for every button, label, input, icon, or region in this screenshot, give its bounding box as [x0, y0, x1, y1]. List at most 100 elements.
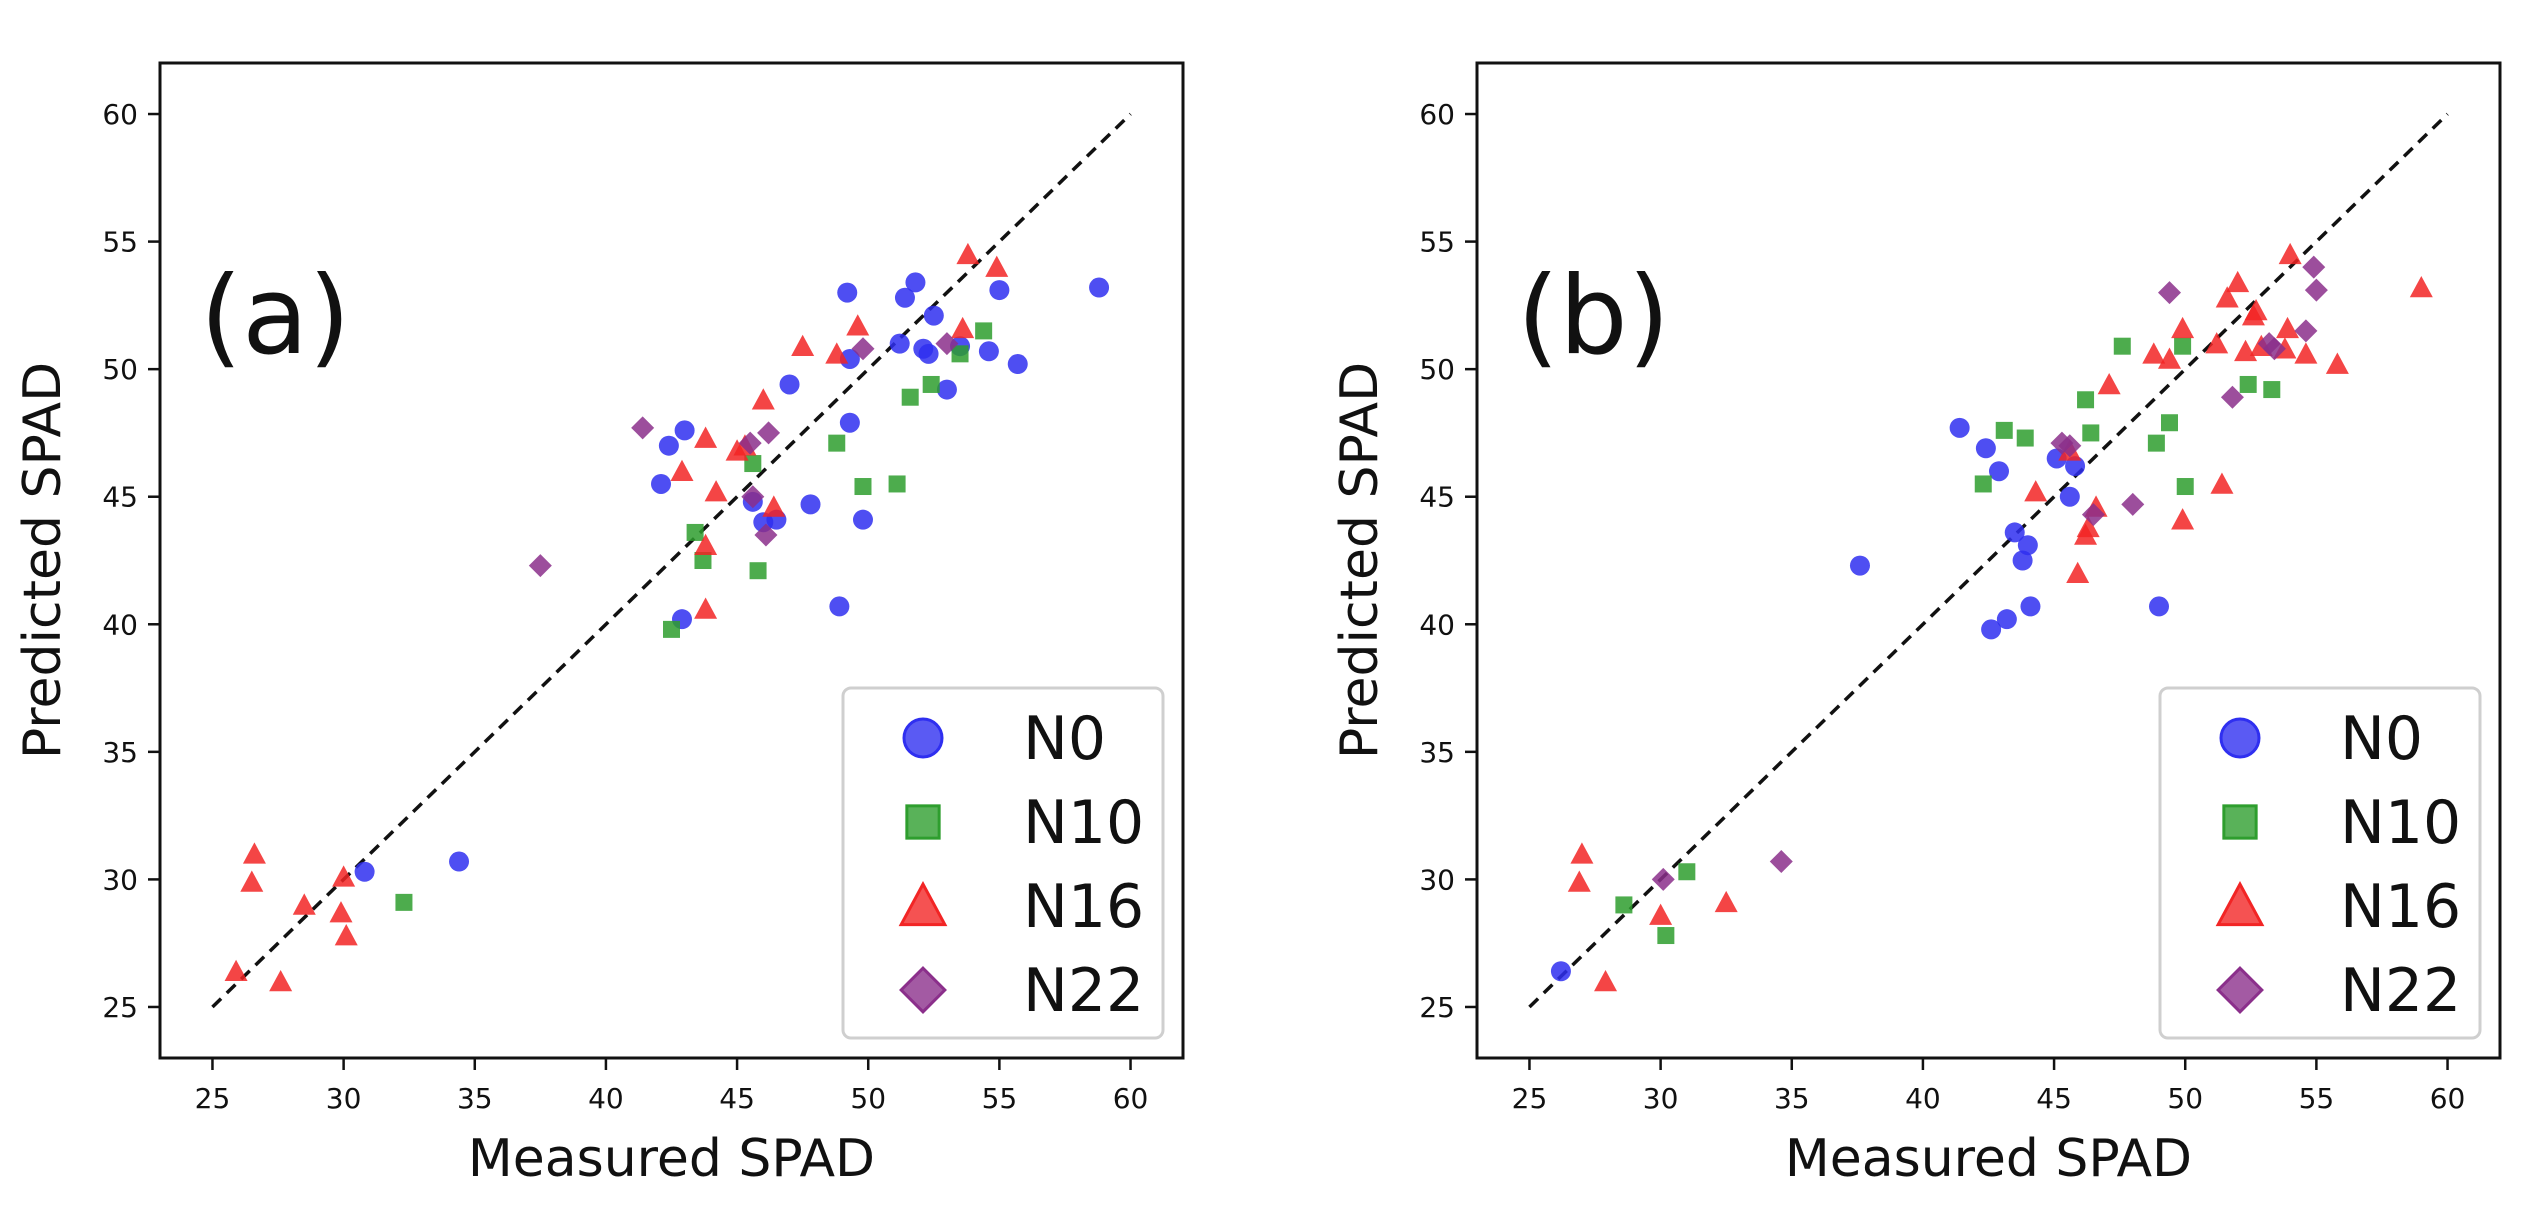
data-point	[828, 434, 846, 452]
data-point	[923, 305, 944, 326]
y-tick-label: 60	[102, 98, 138, 131]
legend-marker	[902, 717, 944, 759]
data-point	[2244, 298, 2268, 321]
data-point	[1649, 903, 1673, 925]
data-point	[956, 242, 980, 265]
data-point	[2082, 424, 2100, 442]
data-point	[751, 388, 775, 410]
data-point	[978, 341, 999, 362]
data-point	[2263, 381, 2281, 399]
data-point	[2066, 561, 2090, 584]
legend-label-n22: N22	[2340, 956, 2461, 1026]
y-tick-label: 55	[102, 226, 138, 259]
data-point	[2121, 492, 2145, 516]
data-point	[2215, 286, 2239, 308]
data-point	[2325, 352, 2349, 374]
data-point	[2097, 372, 2121, 395]
data-point	[1714, 890, 1738, 913]
data-point	[2012, 550, 2033, 571]
data-point	[528, 554, 552, 578]
data-point	[354, 861, 375, 882]
data-point	[846, 314, 870, 336]
y-tick-label: 40	[102, 608, 138, 641]
data-point	[2176, 478, 2194, 496]
data-point	[2302, 255, 2326, 279]
plot-area	[1475, 61, 2502, 1060]
y-tick-label: 45	[102, 481, 138, 514]
y-tick-label: 50	[102, 353, 138, 386]
panel-b: 25 30 35 40 45 50 55 60 25 30 35 40 45 50 55 60 Measured…	[1330, 61, 2502, 1189]
legend-label-n0: N0	[1023, 704, 1106, 774]
x-tick-label: 30	[1643, 1082, 1679, 1115]
y-tick-label: 45	[1419, 481, 1455, 514]
data-point	[694, 533, 718, 555]
data-point	[2157, 281, 2181, 305]
data-point	[1550, 961, 1571, 982]
data-point	[694, 597, 718, 619]
data-point	[2142, 342, 2166, 364]
data-point	[2157, 347, 2181, 369]
x-tick-label: 40	[1905, 1082, 1941, 1115]
data-point	[292, 893, 316, 915]
y-tick-label: 30	[1419, 863, 1455, 896]
data-point	[1007, 354, 1028, 375]
y-tick-label: 35	[1419, 736, 1455, 769]
data-point	[1089, 277, 1110, 298]
data-point	[1615, 896, 1633, 914]
data-point	[839, 348, 860, 369]
data-point	[889, 333, 910, 354]
data-point	[1651, 867, 1675, 891]
data-point	[1975, 438, 1996, 459]
y-tick-label: 25	[102, 991, 138, 1024]
panel-a: 25 30 35 40 45 50 55 60 25 30 35 40 45 50 55 60 Measured…	[13, 61, 1185, 1189]
data-point	[2294, 342, 2318, 364]
series-n10	[1615, 337, 2281, 945]
data-point	[2171, 316, 2195, 339]
x-tick-label: 35	[1774, 1082, 1810, 1115]
data-point	[704, 480, 728, 502]
data-point	[829, 596, 850, 617]
y-tick-label: 30	[102, 863, 138, 896]
data-point	[2174, 337, 2192, 355]
legend: N0 N10 N16 N22	[2158, 686, 2482, 1040]
data-point	[242, 842, 266, 864]
y-tick-label: 25	[1419, 991, 1455, 1024]
plot-area	[158, 61, 1185, 1060]
data-point	[762, 495, 786, 517]
data-point	[2239, 375, 2257, 393]
data-point	[989, 280, 1010, 301]
data-point	[894, 287, 915, 308]
data-point	[936, 379, 957, 400]
legend-label-n22: N22	[1023, 956, 1144, 1026]
x-tick-label: 50	[850, 1082, 886, 1115]
data-point	[738, 431, 762, 455]
x-tick-label: 60	[1113, 1082, 1149, 1115]
legend-marker	[2215, 880, 2265, 927]
data-point	[674, 420, 695, 441]
data-point	[2081, 503, 2105, 527]
data-point	[334, 924, 358, 946]
y-tick-label: 40	[1419, 608, 1455, 641]
data-point	[2409, 276, 2433, 298]
data-point	[449, 851, 470, 872]
data-point	[2276, 316, 2300, 339]
legend-box	[2158, 686, 2482, 1040]
data-point	[922, 375, 940, 393]
x-axis-label: Measured SPAD	[468, 1129, 875, 1189]
data-point	[269, 969, 293, 992]
data-point	[754, 523, 778, 547]
data-point	[975, 322, 993, 340]
data-point	[1988, 461, 2009, 482]
data-point	[2220, 385, 2244, 409]
data-point	[1974, 475, 1992, 493]
data-point	[2077, 391, 2095, 409]
data-point	[851, 337, 875, 361]
x-tick-label: 55	[2299, 1082, 2335, 1115]
data-point	[2149, 596, 2169, 617]
legend-box	[841, 686, 1165, 1040]
series-n22	[1651, 255, 2328, 891]
data-point	[2024, 480, 2048, 502]
legend: N0 N10 N16 N22	[841, 686, 1165, 1040]
data-point	[2020, 596, 2041, 617]
data-point	[395, 893, 413, 911]
